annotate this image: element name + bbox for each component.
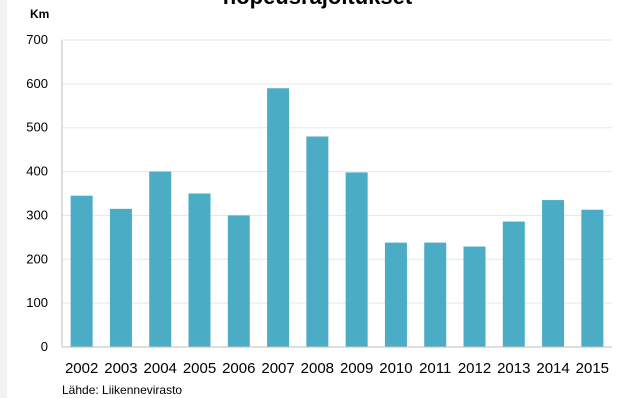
bar-2013 — [502, 221, 525, 347]
y-tick-label: 600 — [26, 76, 48, 91]
bar-2007 — [267, 88, 290, 347]
bar-2003 — [109, 208, 132, 347]
x-tick-label: 2004 — [144, 360, 177, 377]
bar-2008 — [306, 136, 329, 347]
x-tick-label: 2002 — [65, 360, 98, 377]
y-tick-label: 100 — [26, 295, 48, 310]
y-tick-label: 300 — [26, 207, 48, 222]
x-tick-label: 2013 — [497, 360, 530, 377]
x-tick-label: 2005 — [183, 360, 216, 377]
y-axis-ticks: 0 100 200 300 400 500 600 700 — [26, 32, 48, 354]
bar-2010 — [384, 242, 407, 347]
left-edge-strip — [0, 0, 7, 398]
gridlines — [62, 39, 612, 304]
x-tick-label: 2009 — [340, 360, 373, 377]
x-tick-label: 2010 — [379, 360, 412, 377]
bars — [70, 88, 604, 347]
x-tick-label: 2006 — [222, 360, 255, 377]
y-axis-unit-label: Km — [30, 7, 49, 21]
y-tick-label: 200 — [26, 251, 48, 266]
y-tick-label: 0 — [41, 339, 48, 354]
bar-2004 — [149, 171, 172, 347]
bar-2014 — [542, 200, 565, 347]
bar-2012 — [463, 246, 486, 347]
y-tick-label: 500 — [26, 120, 48, 135]
y-tick-label: 400 — [26, 164, 48, 179]
bar-2009 — [345, 172, 368, 347]
source-note: Lähde: Liikennevirasto — [62, 383, 183, 397]
y-tick-label: 700 — [26, 32, 48, 47]
x-axis-ticks: 2002 2003 2004 2005 2006 2007 2008 2009 2010 2011… — [65, 360, 609, 377]
x-tick-label: 2014 — [536, 360, 569, 377]
bar-2002 — [70, 195, 93, 347]
bar-2006 — [227, 215, 250, 347]
x-tick-label: 2011 — [419, 360, 451, 377]
bar-2011 — [424, 242, 447, 347]
bar-2005 — [188, 193, 211, 347]
bar-2015 — [581, 209, 604, 347]
chart-title: nopeusrajoitukset — [0, 0, 635, 10]
x-tick-label: 2007 — [261, 360, 294, 377]
x-tick-label: 2015 — [576, 360, 609, 377]
x-tick-label: 2003 — [104, 360, 137, 377]
x-tick-label: 2008 — [301, 360, 334, 377]
x-tick-label: 2012 — [458, 360, 491, 377]
